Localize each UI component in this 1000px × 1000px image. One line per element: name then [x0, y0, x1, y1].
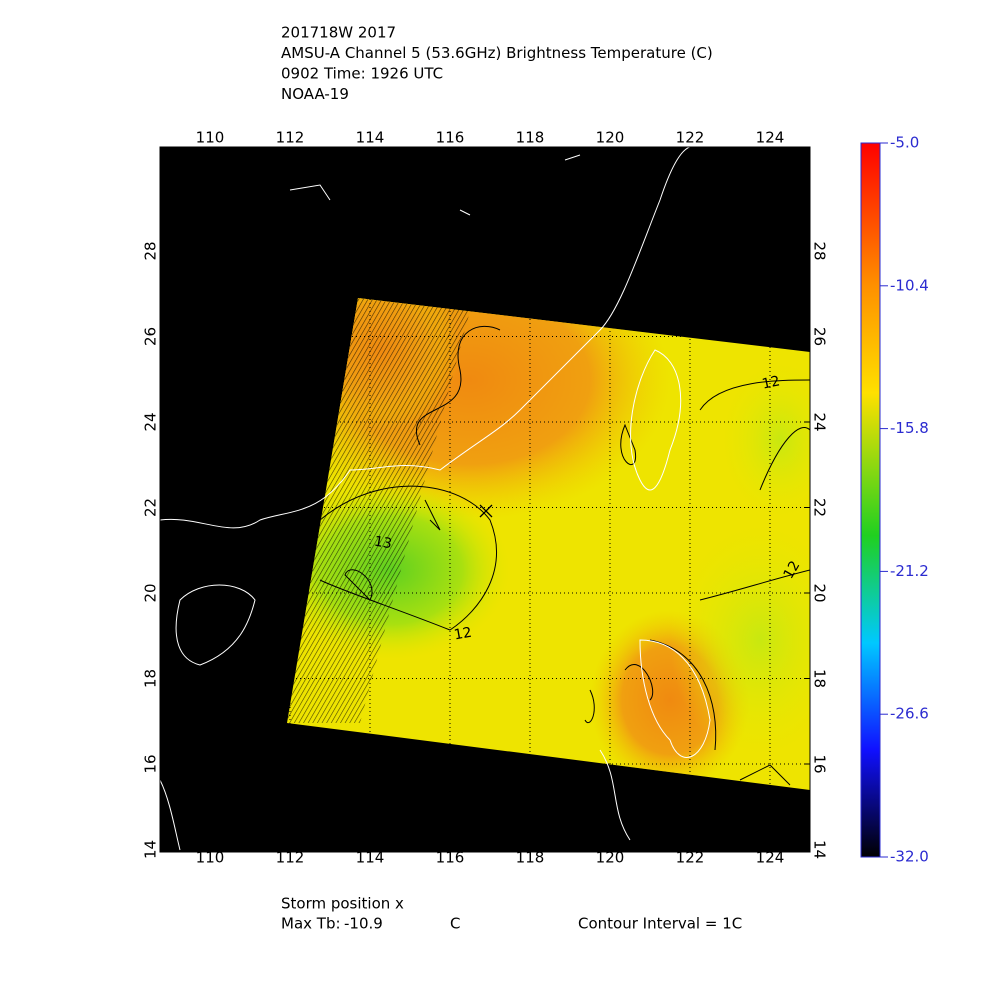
header-line: 0902 Time: 1926 UTC — [281, 65, 443, 83]
lon-label: 122 — [676, 129, 705, 147]
lat-label: 18 — [142, 669, 160, 688]
lon-label: 116 — [436, 849, 465, 867]
max-tb-value: -10.9 — [344, 915, 383, 933]
lon-label: 112 — [276, 849, 305, 867]
colorbar-ticks: -5.0 -10.4 -15.8 -21.2 -26.6 -32.0 — [880, 134, 929, 866]
storm-marker — [479, 504, 493, 518]
coastlines — [160, 147, 711, 851]
lon-label: 120 — [596, 129, 625, 147]
lon-label: 118 — [516, 849, 545, 867]
colorbar-label: -21.2 — [890, 562, 929, 580]
lat-label: 14 — [142, 840, 160, 859]
colorbar-label: -26.6 — [890, 705, 929, 723]
lat-label: 24 — [142, 412, 160, 431]
lon-label: 114 — [356, 129, 385, 147]
lon-label: 114 — [356, 849, 385, 867]
lat-label: 20 — [811, 583, 829, 602]
lat-label: 18 — [811, 669, 829, 688]
max-tb-unit: C — [450, 915, 460, 933]
lat-label: 22 — [811, 498, 829, 517]
contour-labels: 12 13 12 12 — [373, 373, 804, 643]
lat-label: 26 — [142, 327, 160, 346]
header: 201718W 2017 AMSU-A Channel 5 (53.6GHz) B… — [281, 24, 713, 104]
contour-label: 12 — [781, 558, 804, 581]
max-tb-label: Max Tb: — [281, 915, 341, 933]
colorbar-label: -15.8 — [890, 419, 929, 437]
lat-label: 14 — [811, 840, 829, 859]
lat-label: 28 — [142, 241, 160, 260]
storm-label: Storm position x — [281, 895, 404, 913]
colorbar — [860, 142, 881, 858]
lat-label: 28 — [811, 241, 829, 260]
lon-label: 116 — [436, 129, 465, 147]
colorbar-label: -5.0 — [890, 134, 919, 152]
colorbar-label: -32.0 — [890, 848, 929, 866]
header-line: AMSU-A Channel 5 (53.6GHz) Brightness Te… — [281, 44, 713, 62]
lon-label: 122 — [676, 849, 705, 867]
map-frame — [159, 146, 811, 853]
lat-label: 24 — [811, 412, 829, 431]
map-grid — [160, 147, 810, 852]
lat-label: 26 — [811, 327, 829, 346]
lon-label: 124 — [756, 849, 785, 867]
lon-label: 124 — [756, 129, 785, 147]
lat-label: 16 — [811, 754, 829, 773]
lon-label: 110 — [196, 849, 225, 867]
contour-label: 12 — [453, 625, 473, 644]
lat-label: 16 — [142, 754, 160, 773]
contour-interval: Contour Interval = 1C — [578, 915, 742, 933]
lon-label: 118 — [516, 129, 545, 147]
contour-label: 12 — [761, 373, 782, 392]
colorbar-label: -10.4 — [890, 276, 929, 294]
lon-label: 120 — [596, 849, 625, 867]
lat-label: 20 — [142, 583, 160, 602]
header-line: NOAA-19 — [281, 85, 349, 103]
contour-label: 13 — [373, 534, 393, 553]
map-field — [160, 147, 810, 852]
lon-label: 110 — [196, 129, 225, 147]
map-axes: 110 110 112 112 114 114 116 116 118 118 120 120 122 1… — [142, 129, 829, 867]
lat-label: 22 — [142, 498, 160, 517]
lon-label: 112 — [276, 129, 305, 147]
header-line: 201718W 2017 — [281, 24, 396, 42]
